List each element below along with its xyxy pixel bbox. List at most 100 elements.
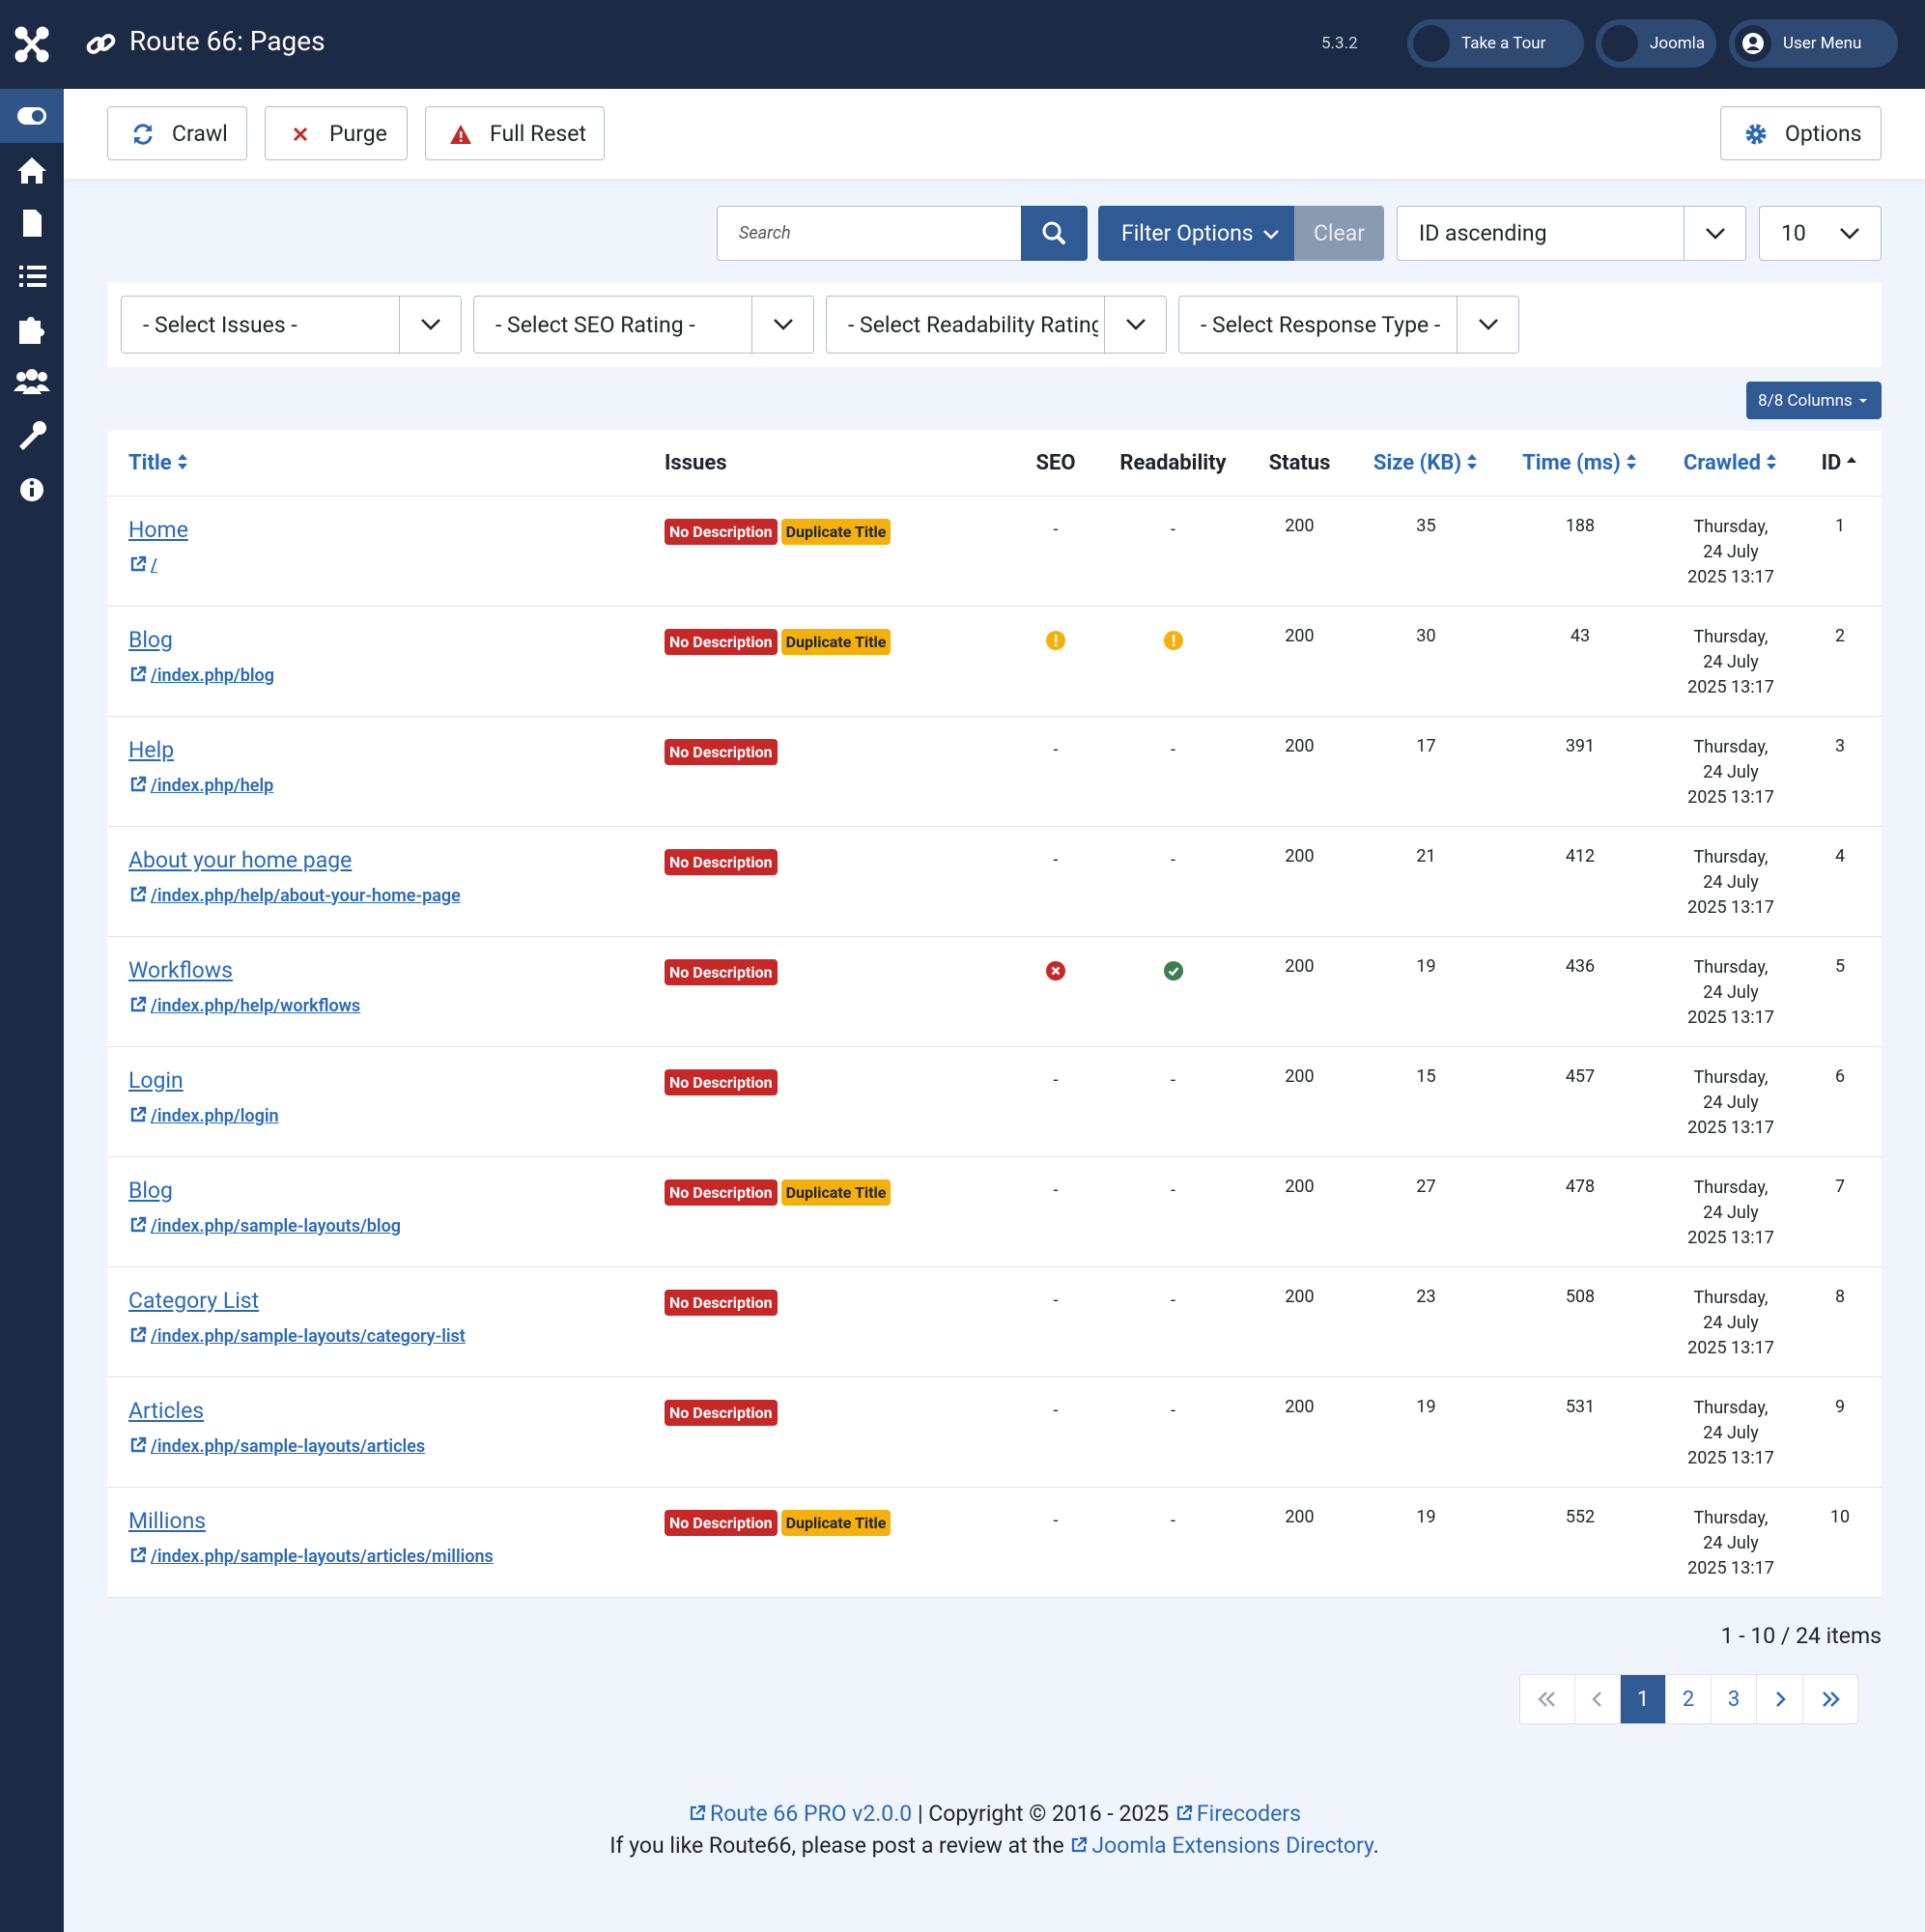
page-url-link[interactable]: /index.php/help/workflows	[128, 995, 360, 1016]
column-header[interactable]: Crawled	[1663, 431, 1798, 497]
search-input[interactable]: Search	[717, 206, 1023, 261]
last-page[interactable]	[1803, 1675, 1857, 1723]
reset-button[interactable]: Full Reset	[425, 106, 605, 160]
joomla-button[interactable]: Joomla	[1596, 19, 1716, 68]
issue-badge: Duplicate Title	[780, 1179, 892, 1206]
filter-bar: - Select Issues - - Select SEO Rating - - …	[107, 282, 1882, 367]
page-title-link[interactable]: Category List	[128, 1287, 260, 1314]
user-menu[interactable]: User Menu	[1729, 19, 1898, 68]
sidebar-icons[interactable]	[0, 145, 64, 531]
sidebar-toggle[interactable]	[0, 89, 64, 143]
page-title-link[interactable]: Login	[128, 1066, 184, 1094]
column-header[interactable]: Time (ms)	[1497, 431, 1663, 497]
page-url-link[interactable]: /index.php/help/about-your-home-page	[128, 885, 461, 906]
readability-cell: -	[1102, 1487, 1244, 1598]
issues-cell: No Description	[646, 826, 1009, 937]
page-title-link[interactable]: Home	[128, 516, 188, 543]
page-url-link[interactable]: /	[128, 554, 157, 576]
page-title-link[interactable]: Help	[128, 736, 175, 763]
readability-cell: -	[1102, 826, 1244, 937]
page-title-link[interactable]: Articles	[128, 1397, 205, 1424]
title-cell: Blog/index.php/sample-layouts/blog	[107, 1156, 646, 1267]
footer-link[interactable]: Joomla Extensions Directory	[1069, 1833, 1373, 1859]
column-label: Crawled	[1683, 450, 1762, 475]
page-button[interactable]: 3	[1712, 1675, 1757, 1723]
id-value: 10	[1829, 1506, 1851, 1527]
filter-select[interactable]: - Select Response Type -	[1178, 296, 1519, 354]
time-cell: 436	[1497, 936, 1663, 1047]
readability-cell: -	[1102, 1266, 1244, 1378]
page-url-link[interactable]: /index.php/help	[128, 775, 273, 796]
columns-button[interactable]: 8/8 Columns	[1746, 382, 1882, 419]
page-title-link[interactable]: Blog	[128, 1177, 173, 1204]
size-value: 27	[1416, 1176, 1436, 1197]
page-button[interactable]: 2	[1666, 1675, 1712, 1723]
time-cell: 412	[1497, 826, 1663, 937]
url-text: /index.php/sample-layouts/articles	[151, 1435, 426, 1457]
page-url-link[interactable]: /index.php/sample-layouts/articles	[128, 1435, 425, 1457]
search-button[interactable]	[1021, 206, 1088, 261]
filter-select[interactable]: - Select Issues -	[121, 296, 462, 354]
size-cell: 19	[1355, 936, 1497, 1047]
clear-button[interactable]: Clear	[1294, 206, 1384, 261]
page-url-link[interactable]: /index.php/sample-layouts/articles/milli…	[128, 1546, 494, 1567]
size-value: 30	[1416, 625, 1436, 646]
label: Options	[1785, 120, 1862, 147]
crawl-button[interactable]: Crawl	[107, 106, 247, 160]
size-cell: 15	[1355, 1046, 1497, 1157]
filter-options-button[interactable]: Filter Options	[1098, 206, 1294, 261]
filter-select[interactable]: - Select SEO Rating -	[473, 296, 814, 354]
chevron	[1104, 297, 1166, 353]
readability-value: -	[1171, 1290, 1175, 1311]
time-value: 552	[1565, 1506, 1596, 1527]
column-header[interactable]: ID	[1798, 431, 1882, 497]
page-url-link[interactable]: /index.php/login	[128, 1105, 279, 1126]
time-cell: 43	[1497, 606, 1663, 717]
id-value: 3	[1834, 735, 1846, 756]
id-value: 2	[1834, 625, 1846, 646]
label: Purge	[329, 120, 387, 147]
time-cell: 457	[1497, 1046, 1663, 1157]
issues-cell: No Description	[646, 1377, 1009, 1488]
status-value: 200	[1285, 735, 1315, 756]
url-text: /index.php/help/about-your-home-page	[151, 885, 461, 906]
page-url-link[interactable]: /index.php/blog	[128, 665, 274, 686]
label: - Select Readability Rating -	[848, 311, 1098, 338]
readability-cell	[1102, 606, 1244, 717]
page-url-link[interactable]: /index.php/sample-layouts/blog	[128, 1215, 401, 1236]
column-label: Readability	[1119, 450, 1227, 475]
crawled-cell: Thursday, 24 July 2025 13:17	[1663, 496, 1798, 607]
footer-link[interactable]: Route 66 PRO v2.0.0	[688, 1801, 912, 1827]
purge-button[interactable]: Purge	[265, 106, 408, 160]
page-button[interactable]: 1	[1621, 1675, 1666, 1723]
id-value: 4	[1834, 845, 1846, 867]
column-header[interactable]: Title	[107, 431, 646, 497]
limit-select[interactable]: 10	[1759, 206, 1882, 261]
page-title-link[interactable]: Millions	[128, 1507, 207, 1534]
title-cell: Millions/index.php/sample-layouts/articl…	[107, 1487, 646, 1598]
page-title-link[interactable]: Blog	[128, 626, 173, 653]
size-cell: 19	[1355, 1487, 1497, 1598]
options-button[interactable]: Options	[1720, 106, 1882, 160]
page-url-link[interactable]: /index.php/sample-layouts/category-list	[128, 1325, 466, 1347]
id-cell: 2	[1798, 606, 1882, 717]
ordering-select[interactable]: ID ascending	[1397, 206, 1746, 261]
footer-link[interactable]: Firecoders	[1175, 1801, 1301, 1827]
readability-value: -	[1171, 519, 1175, 540]
next-page[interactable]	[1757, 1675, 1803, 1723]
first-page	[1520, 1675, 1575, 1723]
footer-text: | Copyright © 2016 - 2025	[912, 1801, 1175, 1827]
crawled-cell: Thursday, 24 July 2025 13:17	[1663, 1046, 1798, 1157]
column-label: Status	[1268, 450, 1331, 475]
seo-value: -	[1053, 1290, 1059, 1311]
column-header[interactable]: Size (KB)	[1355, 431, 1497, 497]
filter-select[interactable]: - Select Readability Rating -	[826, 296, 1167, 354]
label: - Select Response Type -	[1201, 311, 1441, 338]
status-value: 200	[1285, 1286, 1315, 1307]
tour-button[interactable]: Take a Tour	[1407, 19, 1584, 68]
joomla-logo[interactable]	[0, 0, 64, 89]
page-title-link[interactable]: About your home page	[128, 846, 353, 873]
seo-value: -	[1053, 849, 1059, 870]
page-title-link[interactable]: Workflows	[128, 956, 233, 983]
